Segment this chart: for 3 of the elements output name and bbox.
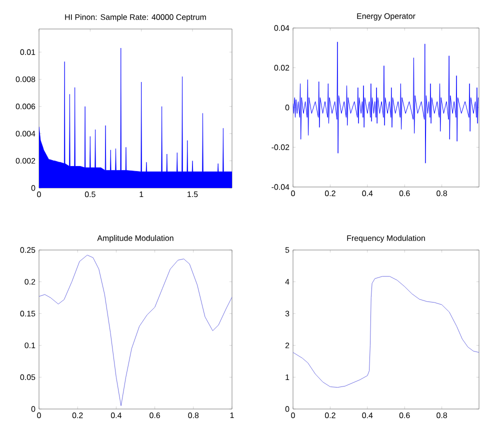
- line-series: [39, 254, 232, 406]
- line-series: [293, 276, 480, 388]
- line-series: [293, 42, 479, 164]
